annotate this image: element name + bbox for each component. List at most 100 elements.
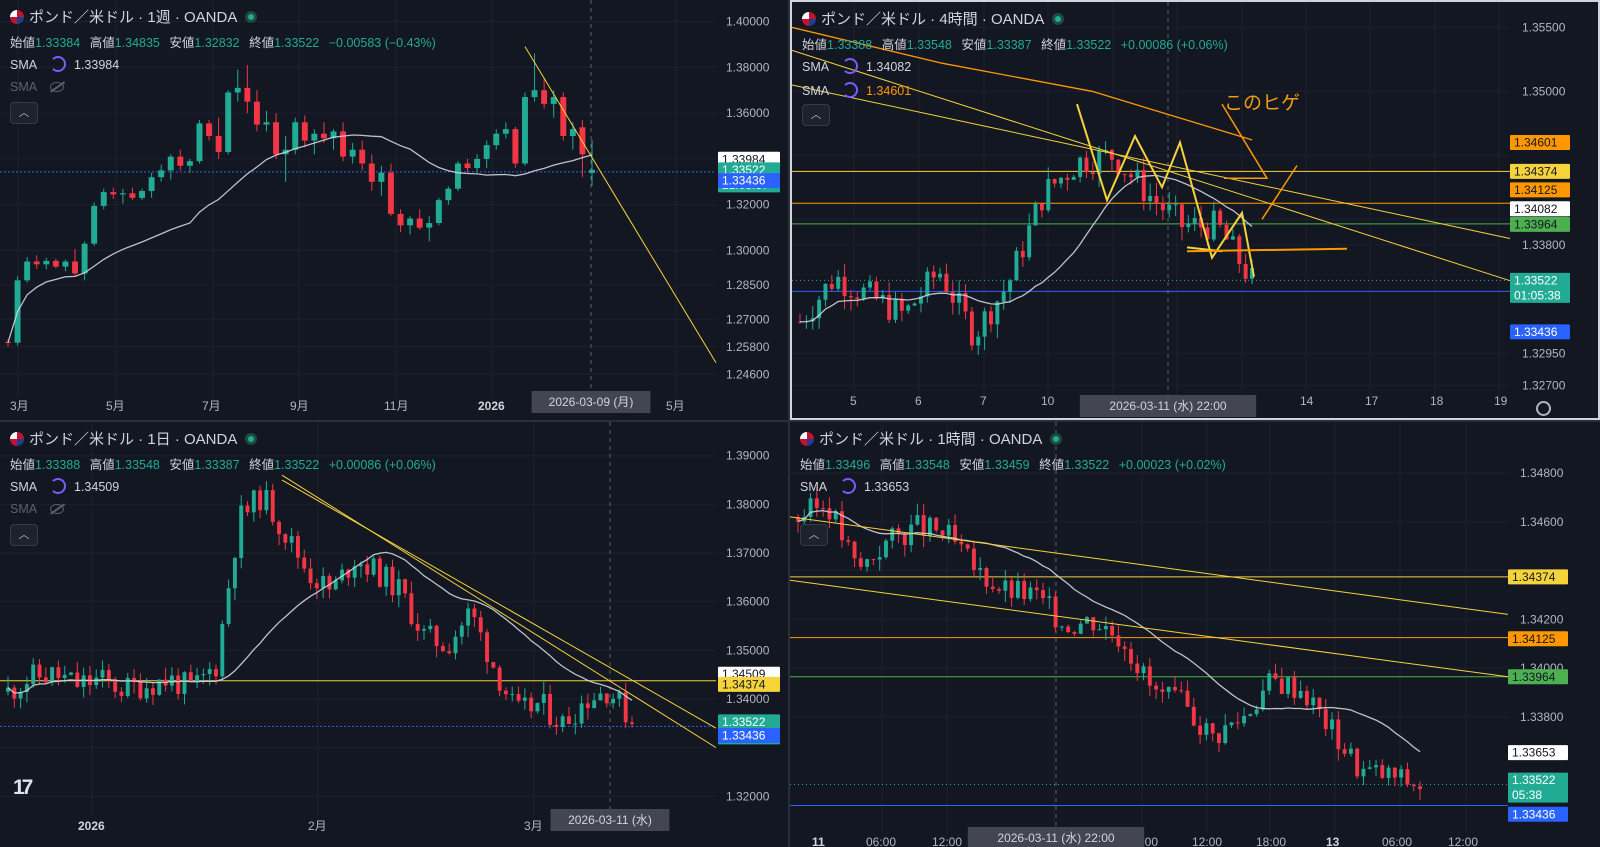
candle-body (585, 703, 590, 709)
time-tick-label: 17 (1365, 394, 1379, 408)
chevron-up-icon: ︿ (810, 109, 822, 121)
price-tag-value: 1.33653 (1512, 746, 1556, 760)
price-tick-label: 1.32000 (726, 789, 770, 803)
chart-pane-4h[interactable]: 1.35500 1.35000 1.33800 1.32950 1.32700 5 6 7 10… (790, 0, 1600, 420)
tradingview-logo[interactable]: 17 (13, 776, 33, 799)
chart-pane-1h[interactable]: 1.34800 1.34600 1.34200 1.34000 1.33800 11 06:… (790, 422, 1600, 847)
sma-indicator[interactable]: SMA 1.34509 (10, 478, 120, 494)
candle-body (877, 557, 882, 560)
sma-indicator[interactable]: SMA 1.33653 (800, 478, 910, 494)
h4-chart-canvas[interactable]: 1.35500 1.35000 1.33800 1.32950 1.32700 5 6 7 10… (792, 2, 1600, 420)
sma-settings-icon[interactable] (840, 478, 856, 494)
sma-indicator[interactable]: SMA 1.34082 (802, 58, 912, 74)
candle-body (1116, 635, 1121, 647)
sma-indicator-hidden[interactable]: SMA (10, 502, 64, 516)
candle-body (207, 669, 212, 675)
candle-body (997, 589, 1001, 591)
candle-body (1405, 769, 1410, 785)
collapse-legend-button[interactable]: ︿ (10, 102, 38, 124)
candle-body (836, 276, 841, 289)
candle-body (535, 702, 540, 712)
collapse-legend-button[interactable]: ︿ (10, 524, 38, 546)
candle-body (1260, 690, 1265, 710)
candle-body (129, 193, 136, 198)
candle-body (397, 213, 404, 226)
pane-divider-vertical[interactable] (788, 0, 790, 847)
candle-body (407, 218, 414, 226)
sma-indicator[interactable]: SMA 1.33984 (10, 56, 120, 72)
weekly-chart-canvas[interactable]: 1.400001.380001.360001.334001.320001.300… (0, 0, 788, 420)
candle-body (1141, 169, 1146, 202)
market-open-icon (245, 11, 258, 23)
price-tick-label: 1.35000 (1522, 84, 1566, 98)
candle-body (1205, 227, 1210, 240)
candle-body (884, 540, 888, 558)
candle-body (346, 569, 351, 578)
price-tag-value: 1.33522 (1514, 273, 1558, 287)
price-tag (1510, 272, 1570, 303)
sma-settings-icon[interactable] (50, 56, 66, 72)
candle-body (72, 261, 78, 274)
price-tag-value: 1.34125 (1512, 632, 1556, 646)
sma-settings-icon[interactable] (50, 478, 66, 494)
price-tag (1508, 569, 1568, 585)
collapse-legend-button[interactable]: ︿ (802, 104, 830, 126)
candle-body (1224, 224, 1229, 240)
pane-divider-horizontal[interactable] (0, 420, 1600, 422)
candle-body (1122, 646, 1127, 649)
drawing-path (1076, 103, 1255, 277)
sma-indicator-2[interactable]: SMA 1.34601 (802, 82, 912, 98)
price-tag (1508, 772, 1568, 803)
sma-settings-icon[interactable] (842, 82, 858, 98)
candle-body (840, 511, 844, 541)
candle-body (865, 559, 870, 567)
candle-body (1046, 179, 1051, 211)
trendline (524, 46, 717, 364)
candle-body (550, 97, 557, 104)
candle-body (138, 682, 143, 699)
chart-pane-daily[interactable]: 1.39000 1.38000 1.37000 1.36000 1.35000 1.340… (0, 422, 788, 847)
candle-body (352, 566, 357, 578)
sma-settings-icon[interactable] (842, 58, 858, 74)
candle-body (592, 700, 597, 709)
candle-body (33, 261, 40, 265)
price-tag-value: 1.34374 (1514, 164, 1558, 178)
chevron-up-icon: ︿ (808, 529, 820, 541)
collapse-legend-button[interactable]: ︿ (800, 524, 828, 546)
candle-body (512, 129, 519, 164)
sma-indicator-hidden[interactable]: SMA (10, 80, 64, 94)
daily-chart-canvas[interactable]: 1.39000 1.38000 1.37000 1.36000 1.35000 1.340… (0, 422, 788, 847)
candle-body (327, 575, 332, 590)
candle-body (1179, 204, 1184, 228)
candle-body (1298, 690, 1303, 698)
candle-body (798, 321, 802, 323)
candle-body (466, 608, 471, 626)
candle-body (1141, 666, 1146, 674)
candle-body (422, 629, 426, 631)
ohlc-legend: 始値1.33384 高値1.34835 安値1.32832 終値1.33522 … (10, 36, 436, 50)
eye-off-icon[interactable] (50, 82, 64, 92)
price-tag (1508, 669, 1568, 685)
candle-body (119, 193, 126, 195)
price-tag (1510, 201, 1570, 217)
candle-body (858, 558, 863, 567)
chart-pane-weekly[interactable]: 1.400001.380001.360001.334001.320001.300… (0, 0, 788, 420)
candle-body (1066, 626, 1071, 633)
candle-body (842, 276, 847, 297)
candle-body (982, 311, 987, 337)
candle-body (965, 544, 970, 549)
candle-body (464, 163, 471, 169)
candle-body (1160, 203, 1165, 211)
time-tick-label: 5月 (106, 399, 125, 413)
candle-body (963, 293, 968, 312)
candle-body (1034, 587, 1039, 591)
gear-icon[interactable] (1536, 401, 1551, 416)
candle-body (957, 293, 962, 303)
ohlc-legend: 始値1.33388 高値1.33548 安値1.33387 終値1.33522 … (10, 458, 436, 472)
candle-body (829, 283, 834, 289)
price-tag-countdown: 01:05:38 (1514, 288, 1561, 302)
candle-body (177, 156, 184, 166)
eye-off-icon[interactable] (50, 504, 64, 514)
candle-body (176, 675, 181, 694)
